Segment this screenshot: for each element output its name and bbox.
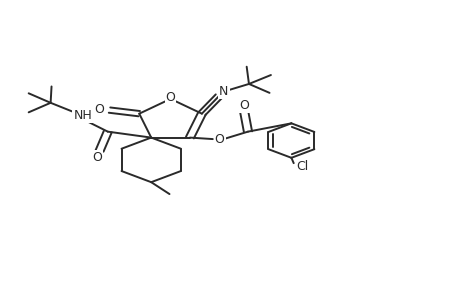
Text: O: O	[239, 99, 249, 112]
Text: O: O	[214, 134, 224, 146]
Text: Cl: Cl	[296, 160, 308, 173]
Text: N: N	[218, 85, 228, 98]
Text: NH: NH	[73, 109, 92, 122]
Text: O: O	[165, 91, 175, 104]
Text: O: O	[94, 103, 104, 116]
Text: O: O	[92, 151, 102, 164]
